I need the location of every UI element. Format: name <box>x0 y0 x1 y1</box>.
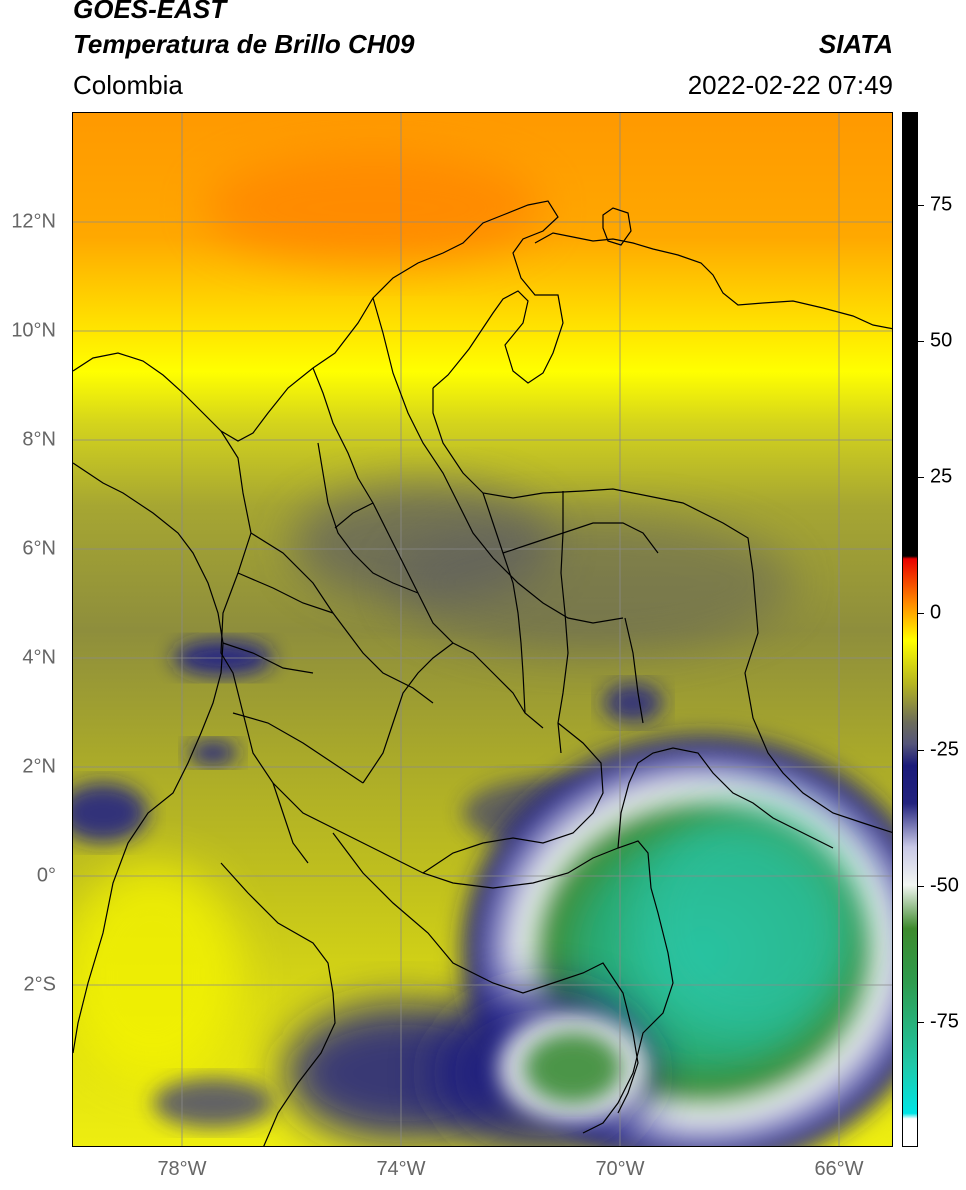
lat-label-0: 0° <box>36 864 56 887</box>
lat-label-2n: 2°N <box>22 755 56 778</box>
coastline-venezuela <box>534 232 892 330</box>
boundaries <box>73 200 892 1146</box>
border-colombia-peru <box>332 832 639 1114</box>
border-colombia-venezuela <box>432 388 892 833</box>
colorbar-label-neg50: -50 <box>930 874 959 897</box>
colorbar-tick-neg50 <box>918 886 924 887</box>
departmental-boundary-6 <box>222 572 364 784</box>
colorbar <box>902 112 918 1147</box>
colorbar-tick-75 <box>918 205 924 206</box>
departmental-boundary-5 <box>557 491 569 754</box>
warm-patches <box>73 153 543 1083</box>
departmental-boundary-2 <box>312 367 474 654</box>
lat-label-8n: 8°N <box>22 428 56 451</box>
departmental-boundary-3 <box>372 297 624 624</box>
colorbar-tick-50 <box>918 341 924 342</box>
departmental-boundary-10 <box>272 502 544 864</box>
colorbar-tick-0 <box>918 613 924 614</box>
satellite-title: GOES-EAST <box>73 0 227 24</box>
lat-label-2s: 2°S <box>23 973 56 996</box>
region-label: Colombia <box>73 70 183 100</box>
map-canvas <box>73 113 892 1146</box>
coastline-caribbean <box>73 200 564 442</box>
lon-label-78w: 78°W <box>157 1158 207 1180</box>
colorbar-label-0: 0 <box>930 601 942 624</box>
departmental-boundary-1 <box>250 532 434 704</box>
organization-label: SIATA <box>818 29 893 59</box>
lon-label-74w: 74°W <box>376 1158 426 1180</box>
departmental-boundary-9 <box>502 522 659 724</box>
graticule <box>73 113 892 1146</box>
colorbar-tick-neg25 <box>918 750 924 751</box>
border-colombia-brazil <box>617 747 834 849</box>
colorbar-label-neg75: -75 <box>930 1010 959 1033</box>
lon-label-66w: 66°W <box>814 1158 864 1180</box>
colorbar-label-neg25: -25 <box>930 738 959 761</box>
lat-label-4n: 4°N <box>22 646 56 669</box>
departmental-boundary-4 <box>482 492 526 714</box>
paraguana-peninsula <box>602 207 632 246</box>
colorbar-label-50: 50 <box>930 329 953 352</box>
colorbar-tick-neg75 <box>918 1022 924 1023</box>
colorbar-label-75: 75 <box>930 193 953 216</box>
colorbar-label-25: 25 <box>930 465 953 488</box>
departmental-boundary-8 <box>422 722 604 874</box>
lat-label-10n: 10°N <box>11 319 56 342</box>
lat-label-12n: 12°N <box>11 210 56 233</box>
lat-label-6n: 6°N <box>22 537 56 560</box>
datetime-label: 2022-02-22 07:49 <box>687 70 893 100</box>
convective-system <box>433 728 892 1146</box>
product-title: Temperatura de Brillo CH09 <box>73 29 415 59</box>
country-border-colombia <box>220 430 674 1134</box>
departmental-boundary-7 <box>317 442 454 784</box>
colorbar-tick-25 <box>918 477 924 478</box>
coastline-pacific <box>73 462 224 1054</box>
lon-label-70w: 70°W <box>595 1158 645 1180</box>
satellite-map <box>72 112 893 1147</box>
border-ecuador-peru <box>220 862 336 1146</box>
